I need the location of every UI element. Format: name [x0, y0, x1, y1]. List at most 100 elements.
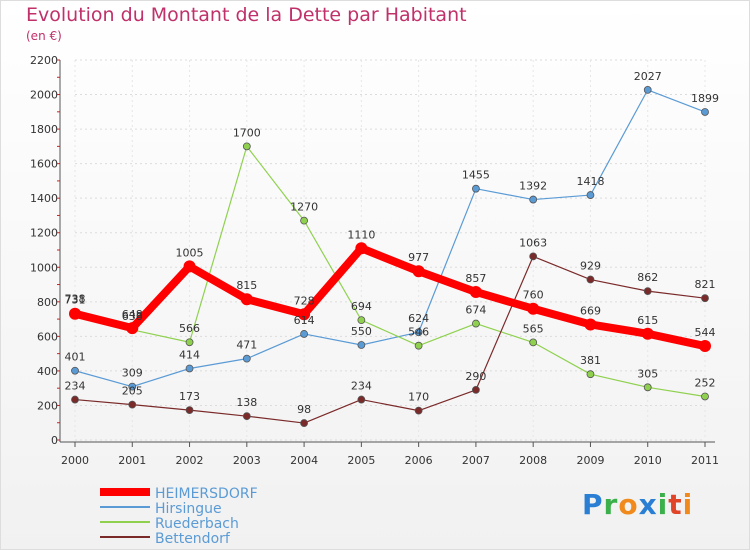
data-label-ruederbach: 252: [695, 376, 716, 389]
data-point-ruederbach: [357, 316, 366, 325]
data-label-bettendorf: 821: [695, 278, 716, 291]
data-label-heimersdorf: 1110: [347, 228, 375, 241]
data-point-heimersdorf: [298, 308, 311, 321]
data-label-heimersdorf: 731: [65, 294, 86, 307]
data-point-ruederbach: [643, 383, 652, 392]
data-point-hirsingue: [414, 328, 423, 337]
data-point-hirsingue: [185, 364, 194, 373]
data-label-ruederbach: 1270: [290, 201, 318, 214]
x-tick-label: 2011: [691, 454, 719, 467]
series-line-bettendorf: [74, 255, 706, 424]
data-label-heimersdorf: 760: [523, 289, 544, 302]
data-label-bettendorf: 170: [408, 391, 429, 404]
data-point-heimersdorf: [699, 340, 711, 353]
y-tick-label: 800: [37, 296, 58, 309]
data-point-bettendorf: [357, 395, 366, 404]
data-label-bettendorf: 205: [122, 385, 143, 398]
data-label-heimersdorf: 857: [465, 272, 486, 285]
data-label-heimersdorf: 648: [122, 308, 143, 321]
data-point-bettendorf: [643, 287, 652, 296]
data-point-bettendorf: [586, 275, 595, 284]
legend-label-heimersdorf: HEIMERSDORF: [155, 486, 258, 502]
y-tick-label: 0: [51, 434, 58, 447]
data-label-ruederbach: 674: [465, 304, 486, 317]
data-point-bettendorf: [128, 400, 137, 409]
data-label-ruederbach: 638: [122, 310, 143, 323]
data-label-hirsingue: 2027: [634, 70, 662, 83]
data-label-ruederbach: 566: [179, 322, 200, 335]
data-point-hirsingue: [643, 85, 652, 94]
logo-letter: o: [618, 488, 639, 521]
data-point-hirsingue: [586, 191, 595, 199]
x-tick-label: 2000: [61, 454, 89, 467]
data-point-heimersdorf: [355, 242, 368, 255]
data-point-hirsingue: [529, 195, 538, 204]
data-point-ruederbach: [242, 142, 251, 151]
data-label-ruederbach: 1700: [233, 126, 261, 139]
x-tick-label: 2009: [576, 454, 604, 467]
data-label-ruederbach: 546: [408, 326, 429, 339]
x-tick-label: 2005: [347, 454, 375, 467]
data-label-hirsingue: 550: [351, 325, 372, 338]
data-point-ruederbach: [472, 319, 480, 328]
data-point-bettendorf: [529, 252, 538, 261]
data-label-heimersdorf: 1005: [176, 246, 204, 259]
x-tick-label: 2008: [519, 454, 547, 467]
data-label-heimersdorf: 977: [408, 251, 429, 264]
logo-letter: i: [682, 488, 694, 521]
data-point-heimersdorf: [69, 307, 81, 320]
data-label-hirsingue: 624: [408, 312, 429, 325]
data-point-bettendorf: [185, 406, 194, 415]
data-label-heimersdorf: 815: [236, 279, 257, 292]
data-point-ruederbach: [185, 338, 194, 347]
data-point-hirsingue: [472, 184, 480, 193]
data-point-bettendorf: [242, 412, 251, 421]
data-label-ruederbach: 305: [637, 367, 658, 380]
data-point-hirsingue: [701, 108, 709, 116]
data-label-hirsingue: 309: [122, 367, 143, 380]
logo-letter: i: [657, 488, 669, 521]
data-point-bettendorf: [472, 386, 480, 394]
data-label-hirsingue: 1899: [691, 92, 719, 105]
data-label-ruederbach: 694: [351, 300, 372, 313]
data-point-ruederbach: [701, 392, 709, 401]
y-tick-label: 400: [37, 365, 58, 378]
data-label-hirsingue: 471: [236, 339, 257, 352]
series-line-heimersdorf: [71, 244, 709, 351]
data-point-ruederbach: [586, 370, 595, 379]
x-tick-label: 2003: [233, 454, 261, 467]
x-tick-label: 2001: [118, 454, 146, 467]
y-tick-label: 1600: [30, 158, 58, 171]
data-point-heimersdorf: [469, 285, 482, 298]
data-point-heimersdorf: [584, 318, 597, 331]
data-point-heimersdorf: [240, 293, 253, 306]
data-point-bettendorf: [71, 395, 79, 404]
series-line-hirsingue: [74, 89, 706, 388]
y-tick-label: 1000: [30, 261, 58, 274]
data-point-hirsingue: [128, 382, 137, 391]
data-point-heimersdorf: [641, 327, 654, 340]
legend-label-hirsingue: Hirsingue: [155, 501, 222, 517]
logo-letter: r: [603, 488, 619, 521]
data-point-hirsingue: [71, 366, 79, 375]
y-tick-label: 600: [37, 330, 58, 343]
y-tick-label: 1800: [30, 123, 58, 136]
y-tick-label: 2200: [30, 54, 58, 67]
y-tick-label: 1200: [30, 227, 58, 240]
data-point-heimersdorf: [412, 265, 425, 278]
series-line-ruederbach: [74, 145, 706, 398]
data-label-ruederbach: 738: [65, 293, 86, 306]
data-point-ruederbach: [414, 341, 423, 350]
data-label-hirsingue: 414: [179, 348, 200, 361]
logo-letter: x: [638, 488, 658, 521]
data-label-hirsingue: 1392: [519, 180, 547, 193]
data-label-heimersdorf: 669: [580, 304, 601, 317]
legend-label-ruederbach: Ruederbach: [155, 516, 239, 532]
data-label-heimersdorf: 544: [695, 326, 716, 339]
data-label-heimersdorf: 615: [637, 314, 658, 327]
data-label-bettendorf: 862: [637, 271, 658, 284]
data-point-heimersdorf: [126, 322, 139, 335]
data-label-hirsingue: 1418: [576, 175, 604, 188]
x-tick-label: 2004: [290, 454, 318, 467]
